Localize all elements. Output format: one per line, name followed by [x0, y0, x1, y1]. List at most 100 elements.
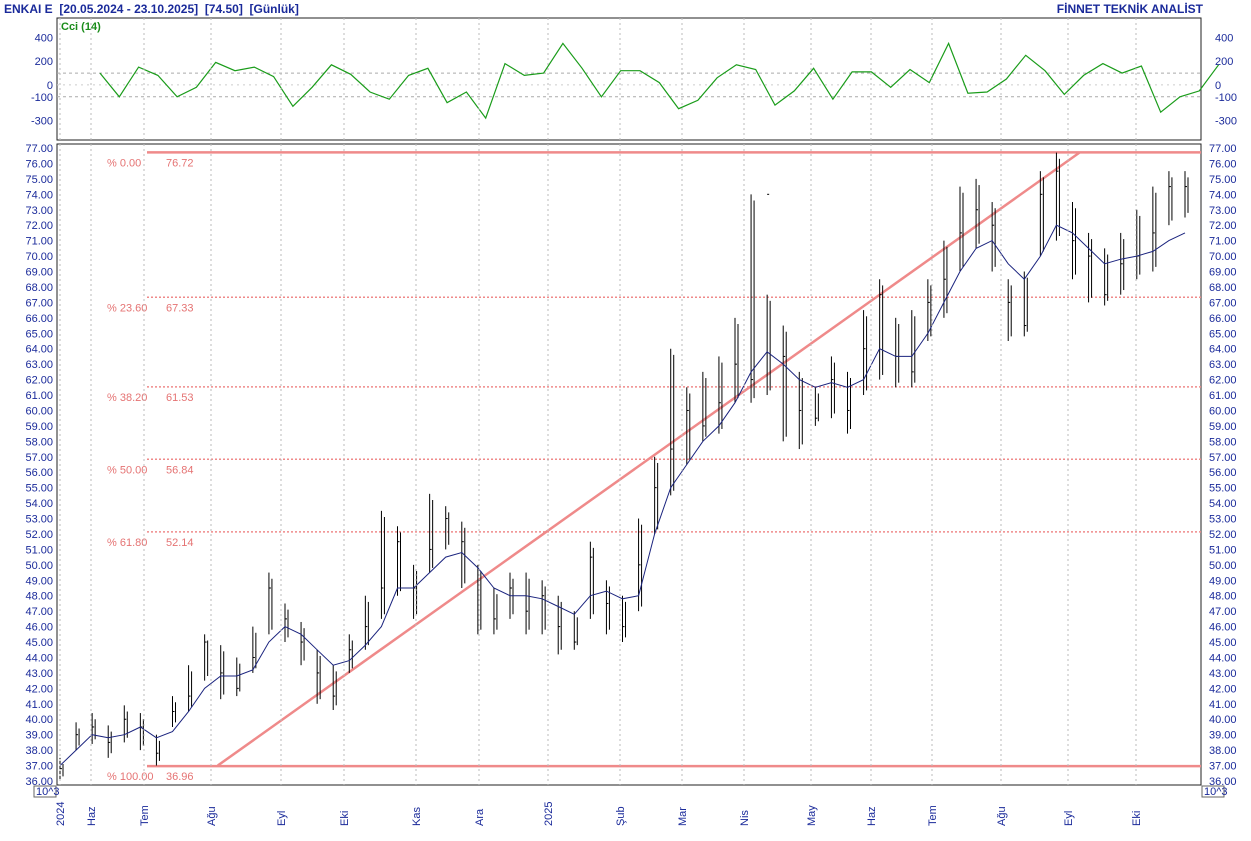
price-tick-label-left: 50.00 [25, 560, 53, 572]
ticker: ENKAI E [4, 2, 53, 16]
price-tick-label-left: 49.00 [25, 575, 53, 587]
price-tick-label-left: 74.00 [25, 189, 53, 201]
brand-label: FİNNET TEKNİK ANALİST [1056, 2, 1203, 16]
cci-tick-label-right: 0 [1215, 80, 1221, 92]
price-tick-label-left: 48.00 [25, 591, 53, 603]
price-tick-label-right: 76.00 [1209, 158, 1237, 170]
price-tick-label-right: 75.00 [1209, 174, 1237, 186]
fibonacci-percent-label: % 100.00 [107, 771, 153, 783]
price-tick-label-right: 57.00 [1209, 452, 1237, 464]
fibonacci-percent-label: % 0.00 [107, 157, 141, 169]
price-tick-label-right: 71.00 [1209, 236, 1237, 248]
price-tick-label-right: 77.00 [1209, 143, 1237, 155]
cci-title: Cci (14) [61, 21, 101, 33]
price-tick-label-right: 67.00 [1209, 297, 1237, 309]
time-axis-label: Şub [615, 806, 627, 826]
cci-tick-label-left: -100 [31, 92, 53, 104]
fibonacci-value-label: 67.33 [166, 302, 194, 314]
price-tick-label-right: 38.00 [1209, 745, 1237, 757]
price-tick-label-right: 52.00 [1209, 529, 1237, 541]
price-tick-label-left: 65.00 [25, 328, 53, 340]
cci-frame [56, 17, 1202, 141]
time-axis-label: Eyl [276, 811, 288, 826]
last-price: [74.50] [204, 2, 243, 16]
price-tick-label-left: 58.00 [25, 436, 53, 448]
price-tick-label-left: 43.00 [25, 668, 53, 680]
price-tick-label-right: 72.00 [1209, 220, 1237, 232]
price-tick-label-left: 69.00 [25, 267, 53, 279]
cci-tick-label-left: 0 [47, 80, 53, 92]
price-tick-label-right: 40.00 [1209, 714, 1237, 726]
time-axis-label: Eyl [1063, 811, 1075, 826]
cci-tick-label-right: -300 [1215, 116, 1237, 128]
price-tick-label-left: 40.00 [25, 714, 53, 726]
price-tick-label-left: 66.00 [25, 313, 53, 325]
price-tick-label-left: 46.00 [25, 622, 53, 634]
price-tick-label-left: 55.00 [25, 483, 53, 495]
price-tick-label-right: 36.00 [1209, 776, 1237, 788]
fibonacci-value-label: 76.72 [166, 157, 194, 169]
time-axis-label: Ağu [996, 806, 1008, 826]
price-tick-label-left: 41.00 [25, 699, 53, 711]
period: [Günlük] [249, 2, 299, 16]
time-axis: 2024 Haz Tem Ağu Eyl Eki Kas Ara 2025 Şub Mar Nis Ma… [33, 18, 1228, 826]
price-tick-label-right: 66.00 [1209, 313, 1237, 325]
price-tick-label-left: 63.00 [25, 359, 53, 371]
fibonacci-value-label: 56.84 [166, 464, 194, 476]
price-tick-label-right: 63.00 [1209, 359, 1237, 371]
time-axis-label: Eki [1131, 811, 1143, 826]
price-tick-label-right: 44.00 [1209, 652, 1237, 664]
time-axis-label: Nis [739, 810, 751, 826]
price-tick-label-right: 45.00 [1209, 637, 1237, 649]
cci-tick-label-right: -100 [1215, 92, 1237, 104]
price-tick-label-right: 61.00 [1209, 390, 1237, 402]
unit-box-right [1201, 785, 1225, 798]
price-tick-label-left: 73.00 [25, 205, 53, 217]
price-tick-label-left: 59.00 [25, 421, 53, 433]
price-tick-label-left: 75.00 [25, 174, 53, 186]
price-tick-label-right: 65.00 [1209, 328, 1237, 340]
price-tick-label-right: 62.00 [1209, 375, 1237, 387]
cci-tick-label-right: 400 [1215, 32, 1233, 44]
cci-tick-label-right: 200 [1215, 56, 1233, 68]
price-tick-label-left: 54.00 [25, 498, 53, 510]
time-axis-label: Haz [866, 806, 878, 826]
price-tick-label-left: 62.00 [25, 375, 53, 387]
fibonacci-value-label: 52.14 [166, 537, 194, 549]
price-tick-label-right: 58.00 [1209, 436, 1237, 448]
price-tick-label-left: 64.00 [25, 344, 53, 356]
price-tick-label-right: 55.00 [1209, 483, 1237, 495]
moving-average-line [59, 224, 1186, 766]
price-tick-label-left: 77.00 [25, 143, 53, 155]
price-tick-label-right: 64.00 [1209, 344, 1237, 356]
unit-box-left [33, 785, 57, 798]
time-axis-label: Kas [411, 807, 423, 826]
cci-tick-label-left: 200 [35, 56, 53, 68]
time-axis-label: Haz [86, 806, 98, 826]
price-tick-label-right: 50.00 [1209, 560, 1237, 572]
unit-label-left: 10^3 [36, 786, 60, 798]
price-tick-label-left: 72.00 [25, 220, 53, 232]
price-tick-label-left: 68.00 [25, 282, 53, 294]
price-tick-label-left: 53.00 [25, 514, 53, 526]
unit-label-right: 10^3 [1204, 786, 1228, 798]
time-axis-label: 2024 [55, 802, 67, 826]
price-tick-label-right: 74.00 [1209, 189, 1237, 201]
price-tick-label-right: 43.00 [1209, 668, 1237, 680]
price-tick-label-right: 49.00 [1209, 575, 1237, 587]
price-tick-label-right: 47.00 [1209, 606, 1237, 618]
price-tick-label-left: 37.00 [25, 761, 53, 773]
time-axis-label: Eki [339, 811, 351, 826]
fibonacci-value-label: 36.96 [166, 771, 194, 783]
fibonacci-percent-label: % 61.80 [107, 537, 147, 549]
price-frame [56, 143, 1202, 786]
time-axis-label: Tem [927, 805, 939, 826]
time-axis-label: Ağu [206, 806, 218, 826]
price-tick-label-left: 70.00 [25, 251, 53, 263]
price-tick-label-right: 70.00 [1209, 251, 1237, 263]
cci-tick-label-left: -300 [31, 116, 53, 128]
price-tick-label-right: 39.00 [1209, 730, 1237, 742]
price-tick-label-left: 61.00 [25, 390, 53, 402]
price-tick-label-right: 53.00 [1209, 514, 1237, 526]
